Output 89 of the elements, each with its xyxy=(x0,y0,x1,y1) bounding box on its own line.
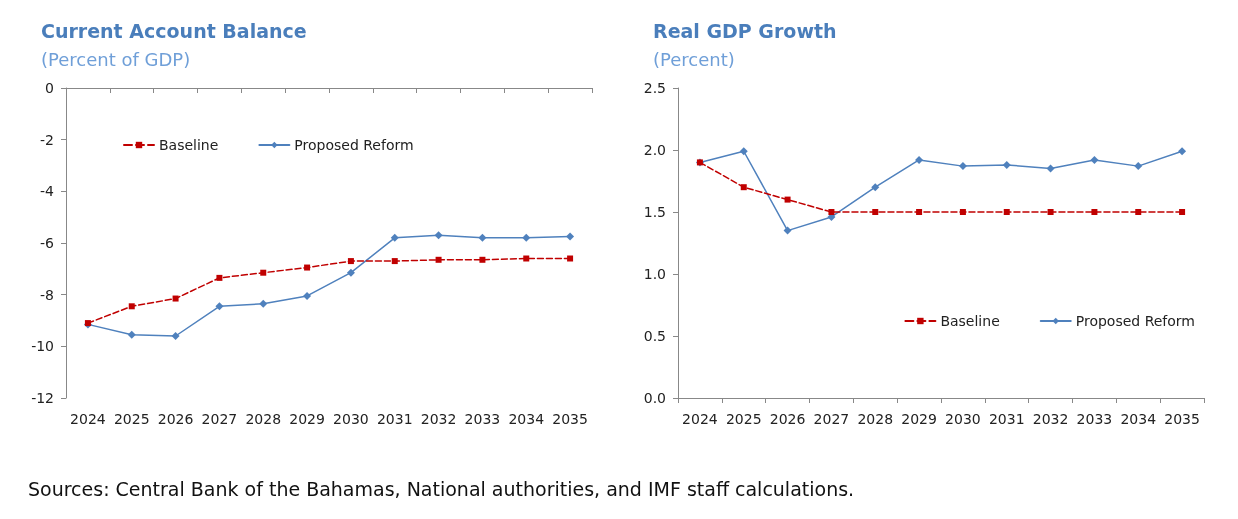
point xyxy=(871,183,880,192)
x-tick-label: 2025 xyxy=(113,411,150,427)
point xyxy=(215,302,224,311)
point xyxy=(1046,164,1055,173)
point xyxy=(872,209,879,215)
y-tick-label: 0 xyxy=(45,80,54,96)
point xyxy=(216,274,223,281)
point xyxy=(1002,160,1011,169)
x-tick-label: 2033 xyxy=(464,411,501,427)
point xyxy=(172,295,179,302)
point xyxy=(259,299,268,308)
y-tick-label: 1.5 xyxy=(643,204,666,220)
chart-subtitle: (Percent) xyxy=(653,48,735,70)
x-tick-label: 2024 xyxy=(682,411,718,427)
point xyxy=(391,258,398,265)
point xyxy=(346,268,355,277)
chart-title: Real GDP Growth xyxy=(653,19,837,42)
point xyxy=(128,303,135,310)
x-tick-label: 2028 xyxy=(857,411,894,427)
point xyxy=(390,233,399,242)
point xyxy=(1091,209,1098,215)
legend-label: Proposed Reform xyxy=(1075,313,1196,329)
chart-subtitle: (Percent of GDP) xyxy=(41,48,191,70)
point xyxy=(304,264,311,271)
x-tick-label: 2029 xyxy=(901,411,937,427)
point xyxy=(478,233,487,242)
point xyxy=(1134,162,1143,171)
x-tick-label: 2027 xyxy=(813,411,850,427)
x-tick-label: 2030 xyxy=(333,411,369,427)
y-tick-label: 2.5 xyxy=(643,80,666,96)
x-tick-label: 2024 xyxy=(70,411,106,427)
point xyxy=(523,255,530,262)
point xyxy=(171,332,180,340)
point xyxy=(1179,209,1186,215)
point xyxy=(566,232,575,241)
point xyxy=(959,209,966,215)
point xyxy=(1047,209,1054,215)
x-tick-label: 2026 xyxy=(157,411,194,427)
x-tick-label: 2032 xyxy=(420,411,457,427)
point xyxy=(916,209,923,215)
y-tick-label: 1.0 xyxy=(643,266,666,282)
point xyxy=(740,184,747,191)
point xyxy=(1003,209,1010,215)
point xyxy=(915,155,924,164)
point xyxy=(958,162,967,171)
x-tick-label: 2032 xyxy=(1032,411,1069,427)
x-tick-label: 2035 xyxy=(1164,411,1200,427)
point xyxy=(828,209,835,215)
x-tick-label: 2031 xyxy=(988,411,1025,427)
legend-label: Baseline xyxy=(940,313,1000,329)
y-tick-label: -6 xyxy=(40,235,55,251)
point xyxy=(783,226,792,235)
source-note: Sources: Central Bank of the Bahamas, National authorities, and IMF staff calculations. xyxy=(28,478,856,500)
y-tick-label: -10 xyxy=(31,338,54,355)
y-tick-label: -12 xyxy=(31,390,54,406)
point xyxy=(522,233,531,242)
point xyxy=(1090,155,1099,164)
y-tick-label: 2.0 xyxy=(643,142,666,158)
legend-label: Proposed Reform xyxy=(294,137,414,153)
y-tick-label: 0.0 xyxy=(643,390,666,406)
x-tick-label: 2034 xyxy=(508,411,545,427)
x-tick-label: 2028 xyxy=(245,411,282,427)
x-tick-label: 2026 xyxy=(769,411,806,427)
x-tick-label: 2029 xyxy=(289,411,325,427)
x-tick-label: 2030 xyxy=(945,411,981,427)
x-tick-label: 2033 xyxy=(1076,411,1113,427)
x-tick-label: 2034 xyxy=(1120,411,1157,427)
point xyxy=(303,291,312,300)
point xyxy=(1178,147,1187,156)
legend-label: Baseline xyxy=(159,137,219,153)
y-tick-label: 0.5 xyxy=(643,328,666,344)
point xyxy=(1135,209,1142,215)
x-tick-label: 2027 xyxy=(201,411,238,427)
y-tick-label: -4 xyxy=(40,183,55,200)
point xyxy=(435,256,442,263)
point xyxy=(347,258,354,265)
point xyxy=(567,255,574,262)
point xyxy=(260,269,267,276)
point xyxy=(479,256,486,263)
y-tick-label: -8 xyxy=(40,286,54,303)
x-tick-label: 2025 xyxy=(725,411,762,427)
x-tick-label: 2035 xyxy=(552,411,588,427)
point xyxy=(127,330,136,339)
point xyxy=(784,196,791,203)
x-tick-label: 2031 xyxy=(376,411,413,427)
y-tick-label: -2 xyxy=(40,131,54,148)
point xyxy=(739,147,748,156)
point xyxy=(434,231,443,240)
chart-title: Current Account Balance xyxy=(41,19,307,42)
